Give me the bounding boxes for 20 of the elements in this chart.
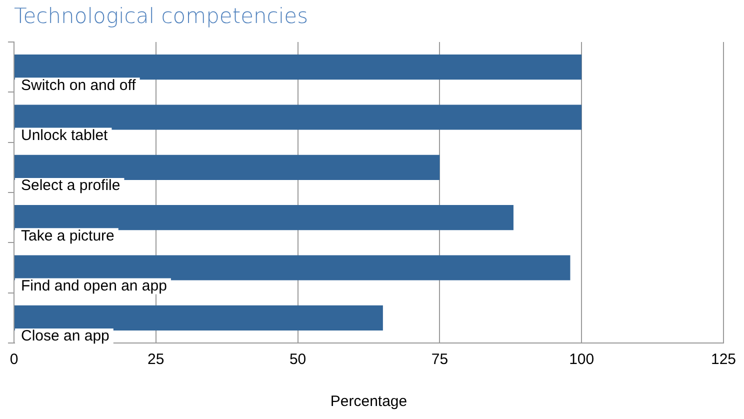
x-tick-label: 50 [289,351,306,368]
x-axis-title: Percentage [330,393,408,410]
y-tick-label: Unlock tablet [21,126,109,144]
bar [14,154,440,180]
y-tick-label: Switch on and off [21,76,137,94]
x-tick-label: 75 [431,351,448,368]
bar [14,255,570,280]
y-tick-label: Find and open an app [21,277,167,294]
chart-title: Technological competencies [14,4,308,28]
bar [14,305,383,330]
bar [14,205,514,230]
x-tick-label: 125 [710,351,736,368]
bar [14,104,582,130]
y-tick-label: Select a profile [21,177,120,194]
x-tick-label: 0 [10,351,18,368]
y-tick-label: Close an app [21,328,110,345]
x-tick-label: 100 [569,351,594,368]
bar [14,54,582,80]
x-tick-label: 25 [148,351,164,368]
y-tick-label: Take a picture [21,227,114,244]
